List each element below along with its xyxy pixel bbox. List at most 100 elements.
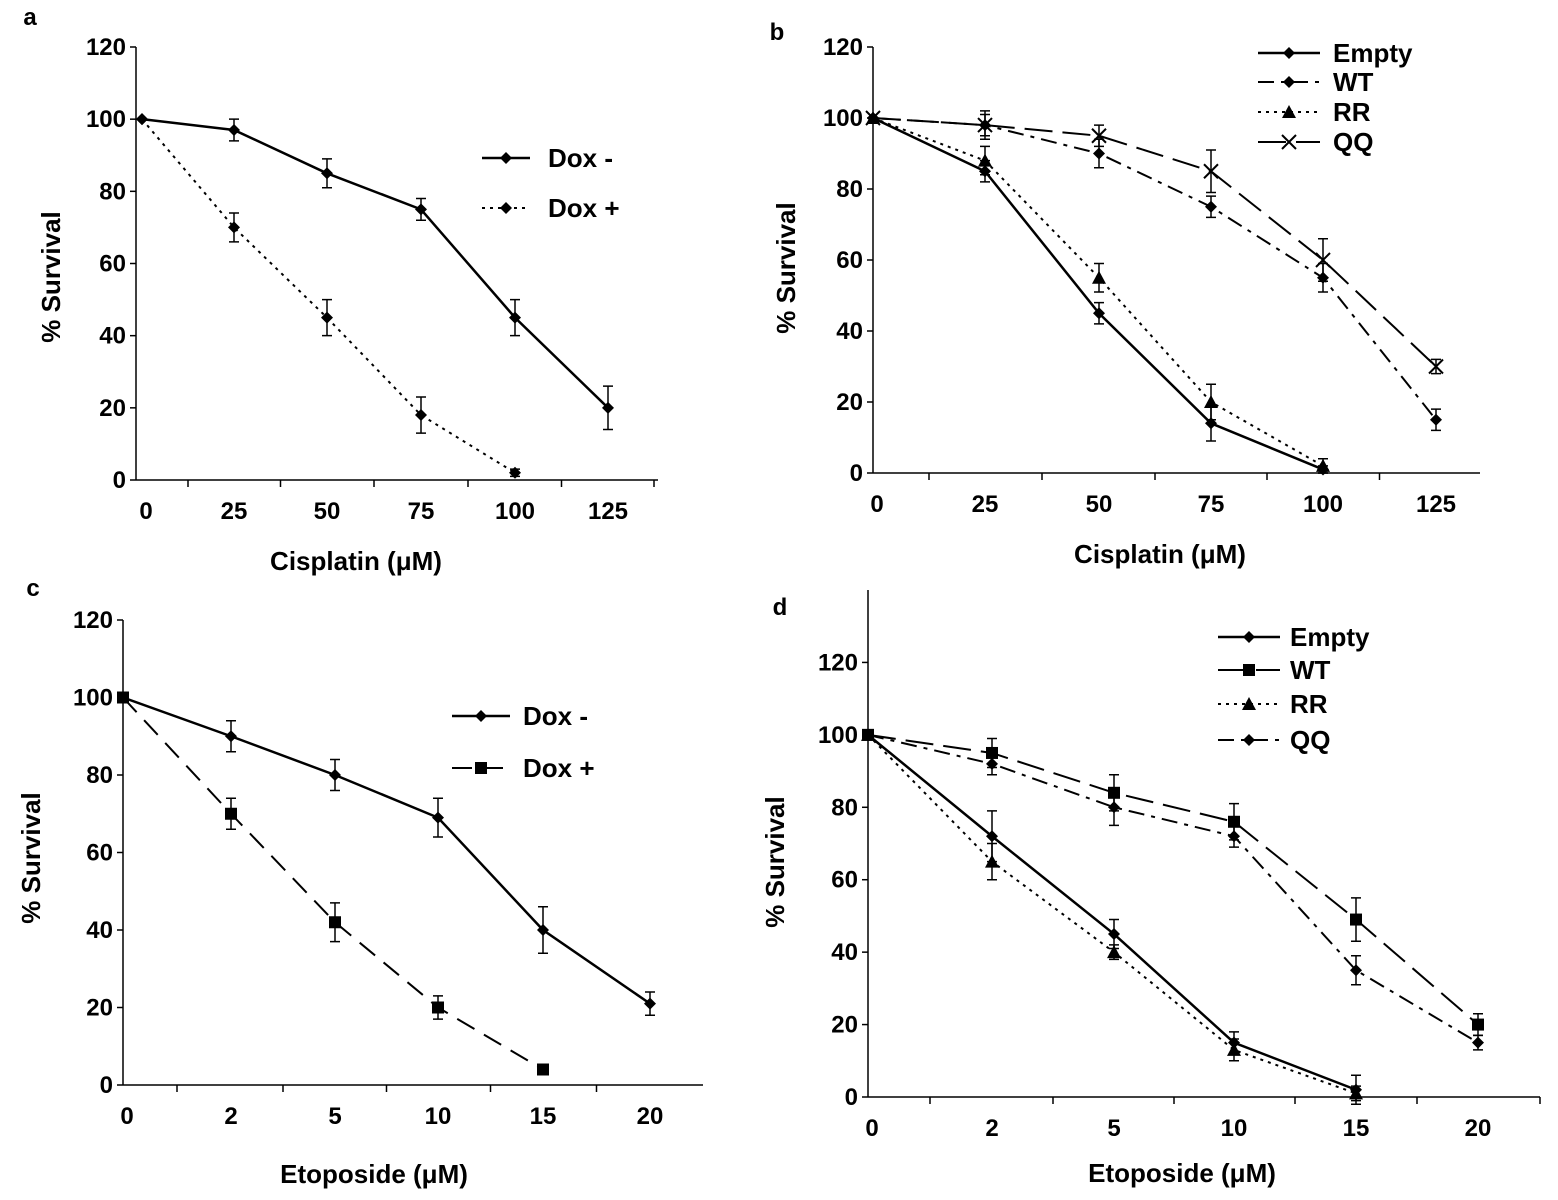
series-line [141,117,609,409]
data-point [1350,913,1362,926]
y-tick-label: 20 [99,395,126,422]
y-tick-label: 0 [113,467,126,494]
x-tick-label: 125 [588,498,628,525]
data-point [644,997,656,1010]
series-line [122,696,651,1005]
x-tick-label: 20 [1465,1115,1492,1142]
data-point [537,1063,549,1076]
legend-marker [1243,734,1255,746]
data-point [1091,128,1107,144]
chart-panel-b: b 0 20 40 60 80 100 120 0 25 50 75 100 125 Cisplatin (… [770,19,1480,569]
x-tick-label: 100 [1303,491,1343,518]
y-tick-label: 60 [86,840,113,867]
data-point [415,203,427,216]
y-tick-label: 100 [86,106,126,133]
data-point [136,113,148,126]
y-axis-title: % Survival [16,792,46,924]
x-axis-title: Cisplatin (μM) [1074,539,1246,569]
y-tick-label: 20 [86,995,113,1022]
y-tick-label: 80 [836,176,863,203]
series-empty: Empty [867,38,1413,476]
series-line [122,696,544,1071]
panel-letter: a [23,4,37,31]
data-point [329,916,341,929]
data-point [1093,147,1105,160]
x-tick-label: 2 [224,1103,237,1130]
data-point [225,730,237,743]
data-point [432,1001,444,1014]
data-point [862,728,874,741]
series-line [872,117,1437,368]
chart-panel-d: d 0 20 40 60 80 100 120 0 2 5 10 15 20 Etoposide (μM)%… [760,590,1541,1188]
y-tick-label: 0 [100,1072,113,1099]
legend-marker [1281,134,1297,150]
data-point [228,221,240,234]
x-tick-label: 25 [221,498,248,525]
series-rr: RR [866,97,1371,474]
data-point [977,117,993,133]
data-point [1315,252,1331,268]
data-point [1350,964,1362,977]
legend-marker [1243,631,1255,643]
series-dox-: Dox - [117,691,656,1016]
x-axis-title: Etoposide (μM) [280,1159,468,1189]
x-tick-label: 25 [972,491,999,518]
x-tick-label: 5 [1107,1115,1120,1142]
legend-label: RR [1333,97,1371,127]
x-tick-label: 15 [530,1103,557,1130]
series-line [867,733,1479,1044]
data-point [1092,270,1106,284]
legend-label: Dox + [548,193,620,223]
legend-label: WT [1290,655,1331,685]
data-point [1228,830,1240,843]
chart-panel-c: c 0 20 40 60 80 100 120 0 2 5 10 15 20 Etoposide (μM)%… [16,575,703,1189]
chart-panel-a: a 0 20 40 60 80 100 120 0 25 50 75 100 125 Cisplatin (… [23,4,658,576]
data-point [986,830,998,843]
y-axis-title: % Survival [760,796,790,928]
panel-letter: b [770,19,785,46]
y-tick-label: 20 [831,1012,858,1039]
x-tick-label: 75 [408,498,435,525]
y-tick-label: 40 [99,323,126,350]
legend-label: Empty [1290,622,1370,652]
x-tick-label: 50 [314,498,341,525]
legend-marker [1242,697,1256,710]
y-tick-label: 20 [836,389,863,416]
x-tick-label: 50 [1086,491,1113,518]
y-tick-label: 100 [823,105,863,132]
data-point [321,167,333,180]
data-point [1108,801,1120,814]
x-tick-label: 20 [637,1103,664,1130]
data-point [865,110,881,126]
data-point [1428,358,1444,375]
data-point [537,924,549,936]
legend-marker [500,202,512,214]
series-dox-: Dox - [136,113,614,431]
data-point [1349,1086,1363,1100]
x-tick-label: 15 [1343,1115,1370,1142]
legend-label: Dox - [548,143,613,173]
data-point [1203,163,1219,179]
data-point [985,854,999,868]
legend-label: RR [1290,689,1328,719]
data-point [1472,1018,1484,1031]
y-axis-title: % Survival [36,211,66,343]
data-point [509,466,521,479]
series-dox-: Dox + [117,691,595,1076]
legend-marker [1282,105,1296,118]
data-point [1107,945,1121,959]
x-tick-label: 0 [120,1103,133,1130]
data-point [978,153,992,167]
legend-label: QQ [1333,127,1373,157]
series-line [872,116,1324,471]
y-tick-label: 120 [86,34,126,61]
x-axis-title: Etoposide (μM) [1088,1158,1276,1188]
x-tick-label: 0 [865,1115,878,1142]
panel-letter: d [773,594,788,621]
data-point [117,691,129,704]
y-tick-label: 60 [836,247,863,274]
legend-label: QQ [1290,725,1330,755]
legend-label: WT [1333,67,1374,97]
series-qq: QQ [865,110,1444,375]
data-point [228,123,240,136]
